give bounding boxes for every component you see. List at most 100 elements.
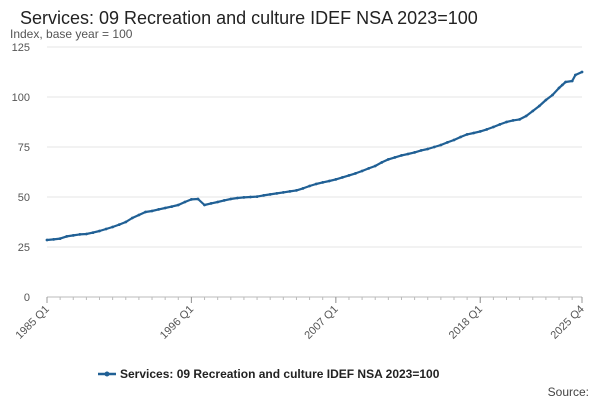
data-point	[386, 158, 390, 161]
x-axis: 1985 Q1 1996 Q1 2007 Q1 2018 Q1 2025 Q4	[14, 296, 587, 342]
data-point	[111, 225, 114, 229]
data-point	[472, 131, 476, 135]
data-point	[124, 220, 128, 224]
data-point	[190, 198, 193, 201]
legend-swatch-marker	[104, 371, 110, 377]
data-point	[485, 127, 489, 131]
data-point	[209, 202, 213, 205]
y-axis-label: Index, base year = 100	[10, 27, 133, 41]
data-point	[373, 164, 377, 168]
data-point	[446, 141, 449, 144]
data-point	[557, 86, 561, 90]
data-point	[465, 133, 469, 136]
data-point	[406, 152, 410, 156]
data-point	[511, 119, 515, 122]
data-point	[341, 176, 344, 179]
data-point	[531, 109, 535, 113]
data-point	[130, 216, 134, 220]
data-point	[564, 80, 567, 84]
x-tick-label: 2025 Q4	[549, 303, 587, 341]
data-point	[413, 151, 416, 154]
data-point	[347, 174, 351, 177]
data-point	[236, 196, 239, 200]
data-point	[255, 195, 259, 199]
data-point	[71, 234, 75, 237]
data-point	[45, 238, 49, 242]
data-point	[262, 194, 265, 197]
data-point	[570, 79, 574, 83]
data-point	[551, 93, 554, 97]
data-point	[432, 145, 436, 149]
data-point	[196, 197, 200, 201]
x-tick-label: 1996 Q1	[158, 303, 196, 341]
data-point	[85, 232, 88, 236]
series-layer	[45, 70, 584, 242]
data-point	[91, 231, 95, 235]
data-point	[498, 123, 502, 126]
data-point	[137, 213, 141, 217]
data-point	[301, 187, 305, 190]
y-tick-label: 75	[18, 142, 30, 154]
data-point	[295, 189, 298, 192]
data-point	[176, 203, 180, 207]
data-point	[367, 167, 371, 170]
data-point	[98, 229, 101, 233]
data-point	[505, 120, 508, 124]
y-tick-label: 25	[18, 242, 30, 254]
data-point	[393, 156, 397, 159]
data-point	[492, 125, 495, 129]
data-point	[58, 237, 62, 241]
y-tick-label: 50	[18, 192, 30, 204]
data-point	[216, 200, 220, 204]
data-point	[281, 191, 285, 194]
gridlines	[47, 46, 582, 248]
x-tick-label: 2007 Q1	[302, 303, 340, 341]
data-point	[327, 179, 331, 183]
data-point	[170, 205, 174, 209]
data-point	[354, 172, 357, 175]
data-point	[574, 73, 577, 77]
data-point	[183, 200, 187, 204]
data-point	[157, 208, 161, 211]
data-point	[478, 130, 482, 133]
y-tick-label: 125	[12, 42, 30, 54]
data-point	[268, 193, 272, 196]
data-point	[400, 154, 403, 157]
data-point	[560, 83, 564, 87]
y-axis-ticks: 0 25 50 75 100 125	[12, 42, 30, 304]
data-point	[117, 223, 121, 227]
data-point	[275, 192, 279, 195]
data-point	[222, 199, 226, 202]
data-point	[321, 181, 325, 184]
data-point	[518, 118, 521, 121]
data-point	[52, 238, 55, 241]
data-point	[459, 135, 462, 139]
y-tick-label: 0	[24, 292, 30, 304]
data-point	[537, 104, 541, 108]
data-point	[104, 227, 108, 231]
data-point	[380, 161, 384, 164]
y-tick-label: 100	[12, 92, 30, 104]
data-point	[439, 143, 443, 147]
data-point	[144, 210, 147, 214]
data-point	[308, 184, 311, 188]
data-point	[524, 114, 528, 118]
data-point	[78, 233, 82, 236]
data-point	[360, 169, 364, 173]
data-point	[203, 203, 206, 207]
data-point	[580, 70, 584, 74]
data-point	[452, 138, 456, 142]
data-point	[544, 98, 548, 102]
data-point	[314, 182, 318, 186]
legend: Services: 09 Recreation and culture IDEF…	[98, 367, 440, 381]
x-tick-label: 2018 Q1	[447, 303, 485, 341]
data-point	[426, 147, 430, 151]
data-point	[249, 195, 252, 199]
data-point	[163, 206, 167, 210]
source-label: Source:	[548, 385, 589, 399]
data-point	[334, 178, 338, 181]
data-point	[419, 149, 423, 152]
data-point	[242, 196, 246, 199]
data-point	[65, 235, 69, 238]
